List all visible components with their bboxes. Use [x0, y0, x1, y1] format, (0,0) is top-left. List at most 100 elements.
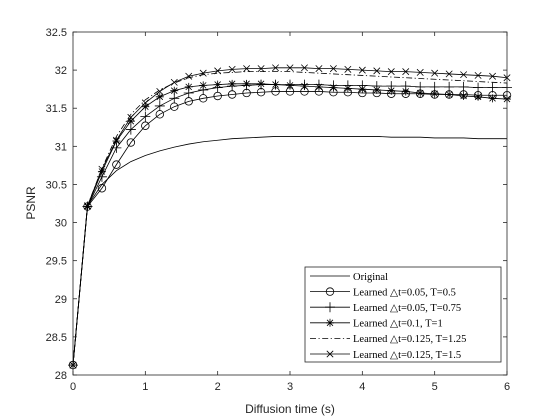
data-point-marker — [185, 72, 193, 80]
series-5 — [69, 64, 511, 369]
data-point-marker — [416, 88, 425, 97]
data-point-marker — [402, 68, 410, 76]
data-point-marker — [83, 202, 91, 210]
data-point-marker — [329, 65, 337, 73]
data-point-marker — [387, 86, 396, 95]
data-point-marker — [431, 69, 439, 77]
data-point-marker — [169, 93, 180, 104]
x-tick-label: 4 — [359, 381, 365, 393]
data-point-marker — [97, 167, 106, 176]
data-point-marker — [127, 113, 135, 121]
data-point-marker — [243, 65, 251, 73]
data-point-marker — [228, 65, 236, 73]
data-point-marker — [154, 100, 165, 111]
series-line — [72, 71, 508, 366]
y-tick-label: 29.5 — [46, 256, 67, 268]
data-point-marker — [387, 68, 395, 76]
data-point-marker — [286, 81, 294, 90]
data-point-marker — [459, 92, 468, 101]
series-line — [72, 136, 507, 366]
y-tick-label: 29 — [55, 294, 67, 306]
data-point-marker — [141, 99, 149, 107]
legend: Original Learned △t=0.05, T=0.5 Learned △t… — [304, 266, 502, 363]
y-tick-label: 32.5 — [46, 27, 67, 39]
legend-entry: Learned △t=0.1, T=1 — [310, 319, 443, 330]
legend-label: Learned △t=0.1, T=1 — [353, 319, 443, 330]
data-point-marker — [358, 66, 366, 74]
data-point-marker — [242, 79, 251, 88]
data-point-marker — [286, 64, 294, 72]
data-point-marker — [358, 85, 367, 94]
data-point-marker — [155, 92, 164, 101]
data-point-marker — [184, 82, 193, 91]
data-point-marker — [343, 84, 352, 93]
legend-entry: Learned △t=0.05, T=0.5 — [310, 287, 456, 298]
data-point-marker — [489, 72, 497, 80]
data-point-marker — [140, 111, 151, 122]
series-3 — [69, 79, 511, 370]
x-tick-label: 5 — [432, 381, 438, 393]
data-point-marker — [314, 82, 323, 91]
legend-entry: Learned △t=0.125, T=1.25 — [310, 334, 466, 345]
legend-label: Learned △t=0.05, T=0.5 — [353, 287, 456, 298]
data-point-marker — [199, 69, 207, 77]
legend-marker — [325, 287, 335, 296]
legend-box — [304, 266, 502, 363]
y-axis-label: PSNR — [24, 186, 38, 220]
data-point-marker — [344, 65, 352, 73]
data-point-marker — [272, 64, 280, 72]
data-point-marker — [199, 81, 208, 90]
data-point-marker — [257, 79, 266, 88]
x-tick-label: 2 — [215, 381, 221, 393]
data-point-marker — [488, 94, 497, 103]
legend-label: Learned △t=0.05, T=0.75 — [353, 303, 461, 314]
data-point-marker — [487, 82, 498, 93]
y-tick-label: 28.5 — [46, 332, 67, 344]
data-point-marker — [444, 81, 455, 92]
data-point-marker — [97, 184, 107, 193]
series-4 — [72, 71, 508, 366]
data-point-marker — [300, 64, 308, 72]
x-tick-label: 1 — [142, 381, 148, 393]
data-point-marker — [228, 79, 237, 88]
data-point-marker — [170, 78, 178, 86]
data-point-marker — [474, 92, 483, 101]
y-tick-label: 30 — [55, 218, 67, 230]
data-point-marker — [430, 89, 439, 98]
legend-marker — [326, 318, 334, 327]
x-tick-label: 0 — [70, 381, 76, 393]
data-point-marker — [458, 81, 469, 92]
data-point-marker — [401, 87, 410, 96]
data-point-marker — [170, 86, 179, 95]
data-point-marker — [315, 65, 323, 73]
data-point-marker — [112, 136, 120, 144]
series-layer — [68, 64, 512, 371]
data-point-marker — [373, 67, 381, 75]
legend-entry: Learned △t=0.125, T=1.5 — [310, 350, 461, 361]
x-axis-label: Diffusion time (s) — [245, 402, 335, 416]
data-point-marker — [126, 117, 135, 126]
ticks-layer: 0 1 2 3 4 5 6 28 28.5 29 29.5 30 30.5 31 31.5 32 32.5 — [46, 27, 510, 393]
x-tick-label: 6 — [504, 381, 510, 393]
data-point-marker — [126, 138, 136, 147]
data-point-marker — [213, 80, 222, 89]
series-0 — [72, 136, 507, 366]
data-point-marker — [257, 65, 265, 73]
legend-entry: Original — [310, 272, 388, 283]
legend-entry: Learned △t=0.05, T=0.75 — [310, 302, 461, 314]
data-point-marker — [300, 82, 309, 91]
data-point-marker — [156, 87, 164, 95]
data-point-marker — [445, 90, 454, 99]
y-tick-label: 31.5 — [46, 103, 67, 115]
data-point-marker — [141, 102, 150, 111]
y-tick-label: 32 — [55, 65, 67, 77]
legend-marker — [326, 350, 334, 358]
data-point-marker — [98, 165, 106, 173]
data-point-marker — [460, 71, 468, 79]
legend-label: Original — [353, 272, 388, 283]
data-point-marker — [141, 121, 150, 130]
x-tick-label: 3 — [287, 381, 293, 393]
data-point-marker — [271, 80, 280, 89]
data-point-marker — [329, 83, 338, 92]
